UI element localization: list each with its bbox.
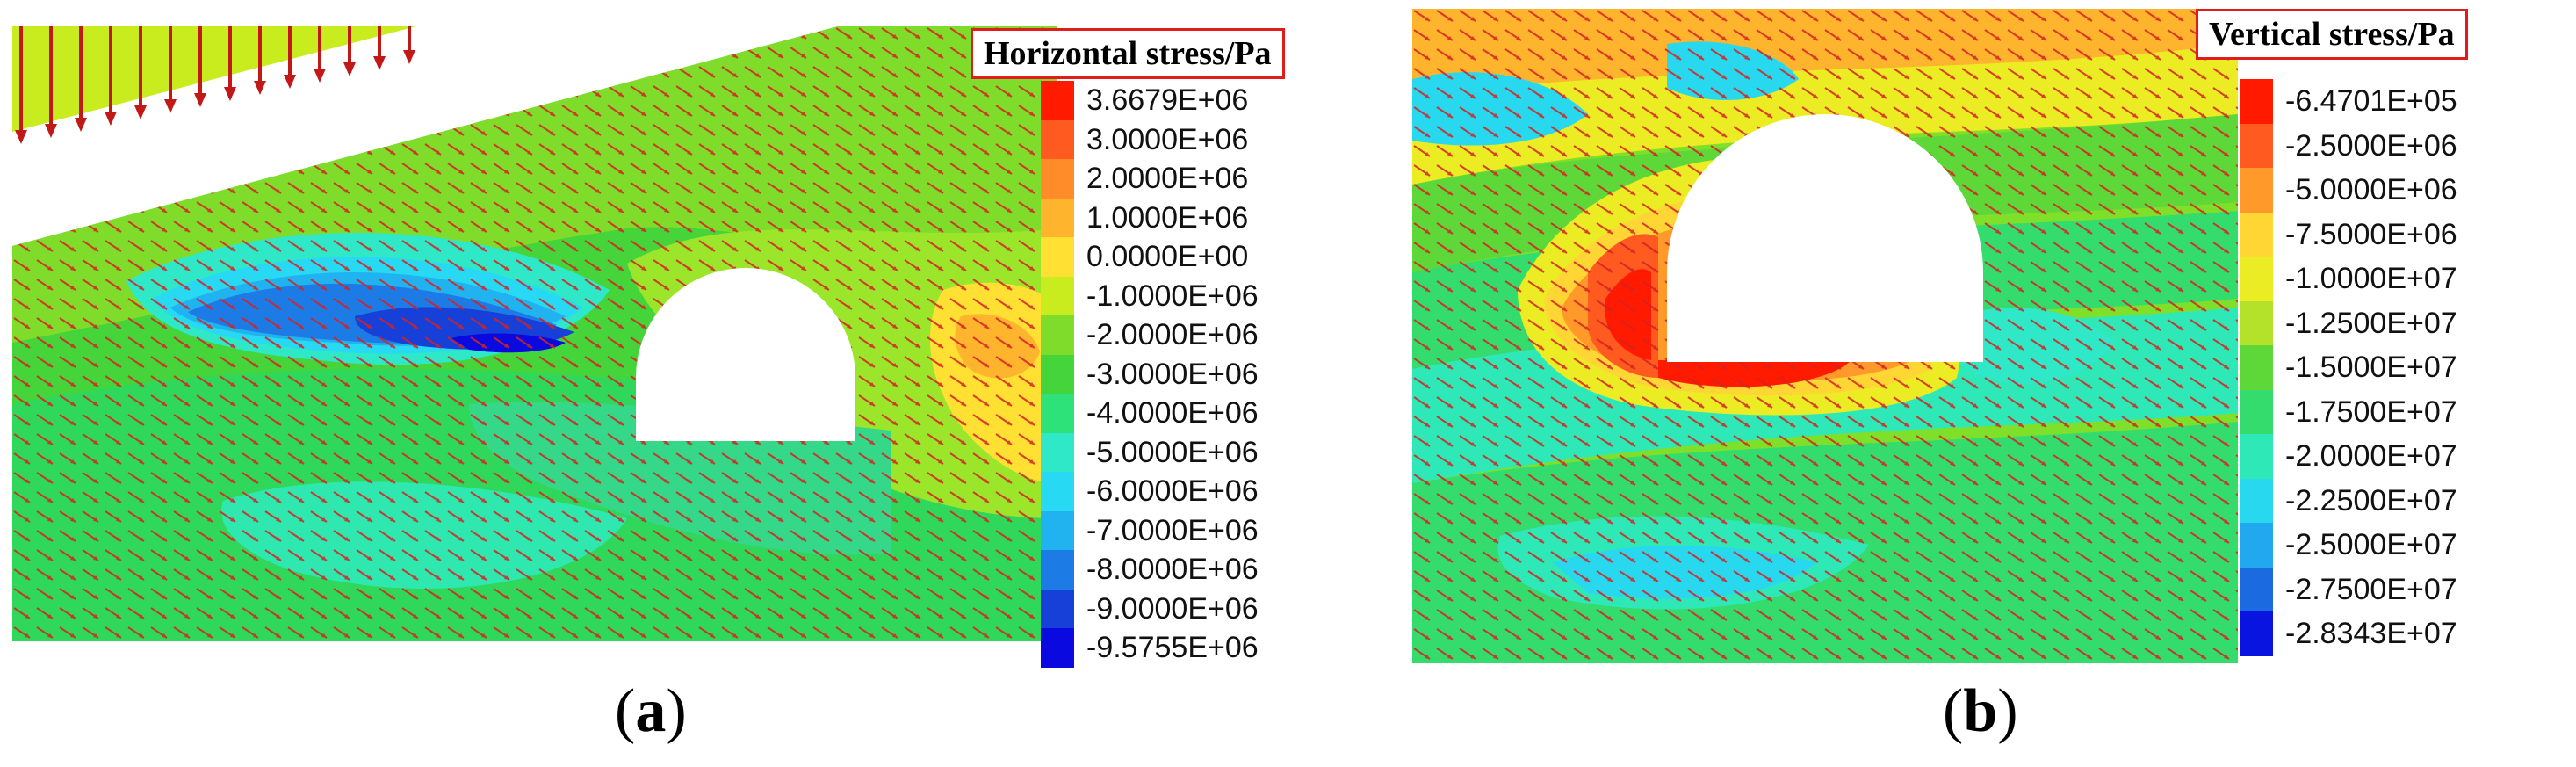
legend-swatch [2240, 389, 2273, 434]
legend-swatch [2240, 300, 2273, 345]
legend-swatch [1041, 276, 1074, 315]
legend-swatch [1041, 81, 1074, 120]
legend-swatch [1041, 589, 1074, 628]
legend-label: -1.2500E+07 [2285, 306, 2457, 340]
legend-label: -1.5000E+07 [2285, 351, 2457, 385]
legend-label: -2.0000E+06 [1086, 318, 1259, 352]
legend-label: -3.0000E+06 [1086, 357, 1259, 391]
legend-swatch [1041, 628, 1074, 668]
legend-label: -8.0000E+06 [1086, 553, 1259, 587]
legend-swatch [1041, 119, 1074, 159]
legend-label: -6.4701E+05 [2285, 84, 2457, 119]
panel-horizontal-stress: Horizontal stress/Pa 3.6679E+06 3.0000E+0… [12, 26, 1285, 745]
legend-swatch [2240, 611, 2273, 656]
legend-swatch [2240, 523, 2273, 568]
panel-label-a: (a) [615, 677, 687, 745]
legend-label: -5.0000E+06 [1086, 435, 1259, 469]
legend-swatch [2240, 567, 2273, 611]
legend-swatch [2240, 345, 2273, 390]
legend-label: -2.5000E+06 [2285, 128, 2457, 163]
legend-label: -7.5000E+06 [2285, 217, 2457, 251]
legend-label: 3.0000E+06 [1086, 122, 1249, 156]
legend-label: 3.6679E+06 [1086, 83, 1249, 118]
legend-swatch [2240, 79, 2273, 124]
legend-swatch [2240, 123, 2273, 168]
legend-label: -2.7500E+07 [2285, 572, 2457, 606]
legend-swatch [2240, 434, 2273, 479]
legend-swatch [1041, 354, 1074, 394]
legend-swatch [1041, 432, 1074, 472]
horizontal-stress-contour-plot [12, 26, 1057, 641]
legend-swatch [1041, 472, 1074, 511]
legend-swatch [1041, 315, 1074, 355]
legend-label: -7.0000E+06 [1086, 513, 1259, 547]
vertical-stress-title: Vertical stress/Pa [2196, 9, 2468, 60]
legend-label: -2.2500E+07 [2285, 483, 2457, 517]
legend-label: -6.0000E+06 [1086, 474, 1259, 509]
legend-label: 1.0000E+06 [1086, 200, 1249, 235]
legend-label: -9.0000E+06 [1086, 591, 1259, 626]
legend-label: -9.5755E+06 [1086, 631, 1259, 665]
panel-label-b: (b) [1943, 677, 2018, 745]
legend-swatch [1041, 237, 1074, 277]
legend-label: -5.0000E+06 [2285, 173, 2457, 207]
legend-swatch [2240, 212, 2273, 257]
vertical-stress-contour-plot [1412, 9, 2238, 663]
legend-label: -1.7500E+07 [2285, 394, 2457, 429]
legend-swatch [1041, 510, 1074, 550]
legend-label: -1.0000E+06 [1086, 279, 1259, 313]
legend-color-bar [2240, 79, 2273, 656]
legend-label: -4.0000E+06 [1086, 396, 1259, 431]
legend-swatch [1041, 394, 1074, 433]
horizontal-stress-title: Horizontal stress/Pa [971, 28, 1285, 79]
legend-swatch [1041, 198, 1074, 237]
legend-label: 0.0000E+00 [1086, 240, 1249, 274]
legend-label: -2.5000E+07 [2285, 528, 2457, 562]
legend-color-bar [1041, 81, 1074, 668]
legend-swatch [1041, 550, 1074, 590]
legend-label: -2.0000E+07 [2285, 439, 2457, 474]
legend-swatch [1041, 159, 1074, 199]
legend-label: -1.0000E+07 [2285, 262, 2457, 296]
panel-vertical-stress: Vertical stress/Pa -6.4701E+05 -2.5000E+0… [1405, 0, 2576, 767]
legend-swatch [2240, 257, 2273, 301]
legend-swatch [2240, 478, 2273, 523]
legend-swatch [2240, 168, 2273, 213]
legend-label: -2.8343E+07 [2285, 617, 2457, 651]
applied-load-arrows [15, 26, 415, 144]
legend-label: 2.0000E+06 [1086, 162, 1249, 196]
